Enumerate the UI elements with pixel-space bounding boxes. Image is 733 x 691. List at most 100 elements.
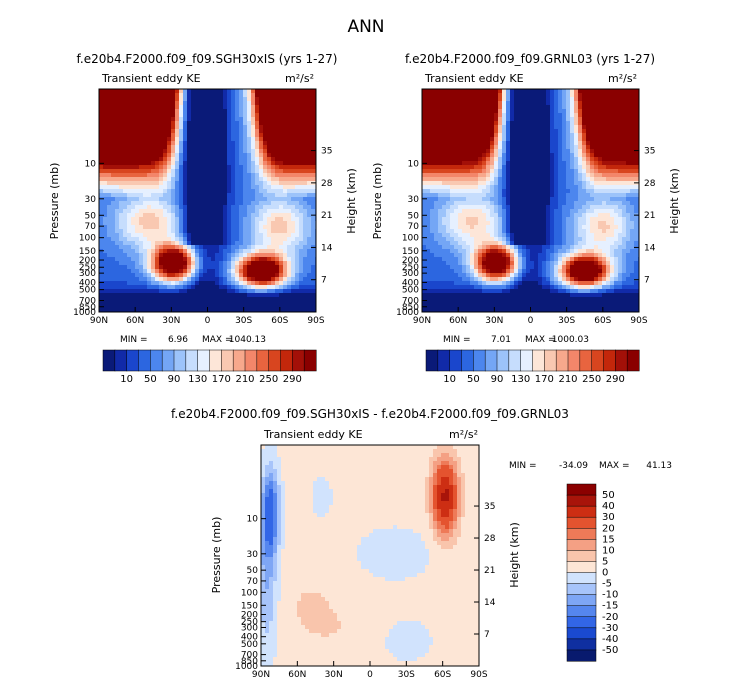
height-tick-label: 28 [321, 179, 333, 189]
svg-text:1040.13: 1040.13 [229, 335, 266, 345]
panel-a-units: m²/s² [285, 72, 314, 85]
colorbar-swatch [304, 350, 316, 371]
colorbar-swatch [426, 350, 438, 371]
colorbar-label: 290 [283, 374, 302, 385]
panel-c-units: m²/s² [449, 428, 478, 441]
panel-a-field-label: Transient eddy KE [101, 72, 201, 85]
pressure-tick-label: 100 [79, 234, 96, 244]
panel-c-contour-field [261, 445, 482, 670]
colorbar-label: 10 [443, 374, 456, 385]
colorbar-swatch [221, 350, 233, 371]
colorbar-swatch [198, 350, 210, 371]
colorbar-swatch [450, 350, 462, 371]
x-tick-label: 0 [367, 670, 373, 680]
height-tick-label: 14 [321, 243, 333, 253]
height-tick-label: 21 [321, 211, 332, 221]
colorbar-swatch [257, 350, 269, 371]
colorbar-swatch [567, 639, 596, 650]
colorbar-swatch [544, 350, 556, 371]
x-tick-label: 60S [271, 316, 288, 326]
colorbar-swatch [269, 350, 281, 371]
colorbar-swatch [567, 628, 596, 639]
pressure-tick-label: 50 [85, 211, 97, 221]
x-tick-label: 60S [434, 670, 451, 680]
x-tick-label: 90S [307, 316, 324, 326]
colorbar-label: 20 [602, 523, 615, 534]
colorbar-swatch [115, 350, 127, 371]
pressure-tick-label: 10 [247, 515, 259, 525]
colorbar-swatch [473, 350, 485, 371]
panel-b-ylabel-right: Height (km) [668, 168, 681, 234]
pressure-tick-label: 70 [408, 222, 420, 232]
colorbar-label: 50 [602, 490, 615, 501]
colorbar-label: -50 [602, 645, 618, 656]
colorbar-swatch [162, 350, 174, 371]
panel-a-title: f.e20b4.F2000.f09_f09.SGH30xIS (yrs 1-27… [77, 52, 338, 66]
pressure-tick-label: 500 [79, 286, 96, 296]
colorbar-swatch [292, 350, 304, 371]
panel-c-ylabel-right: Height (km) [508, 522, 521, 588]
height-tick-label: 7 [321, 276, 327, 286]
colorbar-label: -30 [602, 623, 618, 634]
colorbar-swatch [556, 350, 568, 371]
colorbar-label: 10 [602, 545, 615, 556]
x-tick-label: 30N [325, 670, 343, 680]
panel-c-stats: MIN = -34.09 MAX = 41.13 [509, 461, 672, 471]
pressure-tick-label: 500 [241, 640, 258, 650]
colorbar-swatch [174, 350, 186, 371]
pressure-tick-label: 70 [247, 577, 259, 587]
panel-a-ylabel-right: Height (km) [345, 168, 358, 234]
pressure-tick-label: 10 [408, 159, 420, 169]
pressure-tick-label: 100 [402, 234, 419, 244]
colorbar-swatch [627, 350, 639, 371]
pressure-tick-label: 500 [402, 286, 419, 296]
panel-b-units: m²/s² [608, 72, 637, 85]
pressure-tick-label: 50 [247, 566, 259, 576]
panel-b-contour-field [422, 89, 643, 314]
x-tick-label: 90S [630, 316, 647, 326]
colorbar-label: 290 [606, 374, 625, 385]
x-tick-label: 60N [288, 670, 306, 680]
colorbar-swatch [245, 350, 257, 371]
colorbar-label: -15 [602, 601, 618, 612]
colorbar-swatch [533, 350, 545, 371]
colorbar-label: 5 [602, 556, 608, 567]
colorbar-label: 10 [120, 374, 133, 385]
colorbar-label: 40 [602, 501, 615, 512]
x-tick-label: 90S [470, 670, 487, 680]
panel-b-title: f.e20b4.F2000.f09_f09.GRNL03 (yrs 1-27) [405, 52, 655, 66]
pressure-tick-label: 1000 [235, 662, 258, 672]
panel-b-field-label: Transient eddy KE [424, 72, 524, 85]
x-tick-label: 30S [558, 316, 575, 326]
height-tick-label: 7 [644, 276, 650, 286]
colorbar-swatch [127, 350, 139, 371]
colorbar-swatch [281, 350, 293, 371]
colorbar-swatch [521, 350, 533, 371]
colorbar-label: 250 [582, 374, 601, 385]
colorbar-label: 15 [602, 534, 615, 545]
panel-c: f.e20b4.F2000.f09_f09.SGH30xIS - f.e20b4… [171, 407, 672, 680]
pressure-tick-label: 100 [241, 588, 258, 598]
x-tick-label: 0 [205, 316, 211, 326]
colorbar-swatch [615, 350, 627, 371]
panel-c-field-label: Transient eddy KE [263, 428, 363, 441]
colorbar-swatch [497, 350, 509, 371]
panel-b-stats: MIN = 7.01 MAX = 1000.03 [443, 335, 589, 345]
pressure-tick-label: 10 [85, 159, 97, 169]
colorbar-swatch [592, 350, 604, 371]
colorbar-label: 130 [188, 374, 207, 385]
colorbar-swatch [580, 350, 592, 371]
colorbar-label: 210 [235, 374, 254, 385]
colorbar-label: 30 [602, 512, 615, 523]
colorbar-label: 50 [144, 374, 157, 385]
colorbar-swatch [438, 350, 450, 371]
panel-c-ylabel: Pressure (mb) [210, 517, 223, 594]
colorbar-swatch [567, 573, 596, 584]
height-tick-label: 28 [644, 179, 656, 189]
height-tick-label: 21 [644, 211, 655, 221]
colorbar-swatch [150, 350, 162, 371]
